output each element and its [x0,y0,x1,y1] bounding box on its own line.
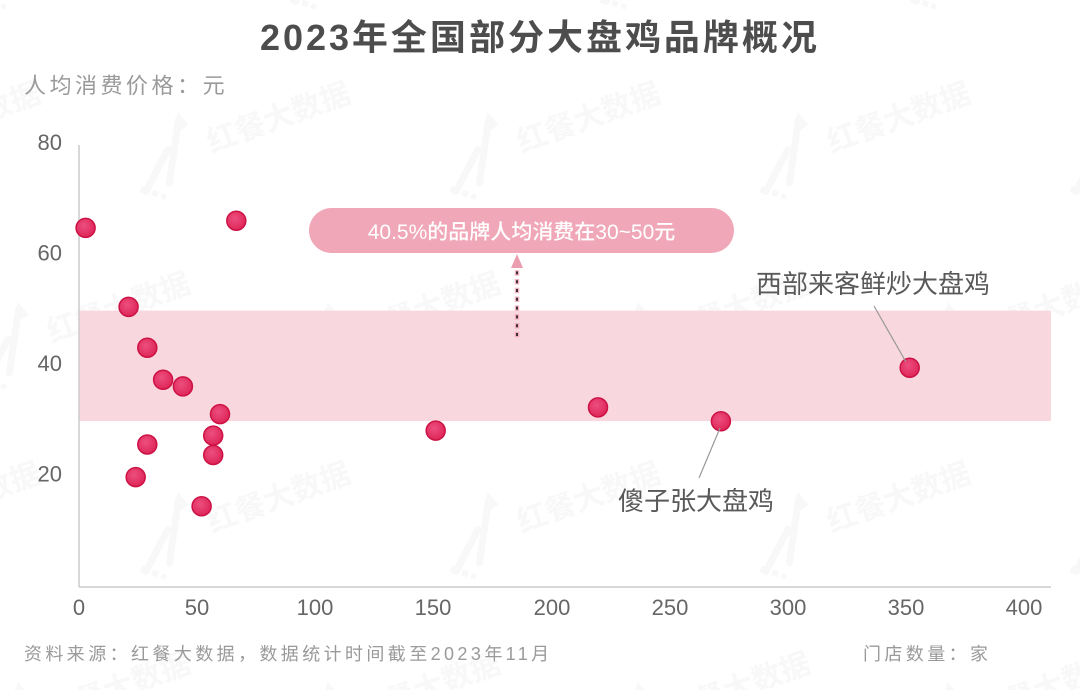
svg-text:100: 100 [297,595,334,620]
svg-text:200: 200 [534,595,571,620]
svg-text:60: 60 [38,241,62,266]
svg-text:300: 300 [770,595,807,620]
svg-text:傻子张大盘鸡: 傻子张大盘鸡 [618,486,774,516]
svg-text:0: 0 [73,595,85,620]
svg-text:20: 20 [38,462,62,487]
svg-text:350: 350 [888,595,925,620]
svg-text:400: 400 [1006,595,1043,620]
svg-text:西部来客鲜炒大盘鸡: 西部来客鲜炒大盘鸡 [756,269,990,299]
svg-text:80: 80 [38,130,62,155]
svg-text:250: 250 [652,595,689,620]
svg-text:40: 40 [38,351,62,376]
svg-text:150: 150 [415,595,452,620]
svg-text:50: 50 [185,595,209,620]
